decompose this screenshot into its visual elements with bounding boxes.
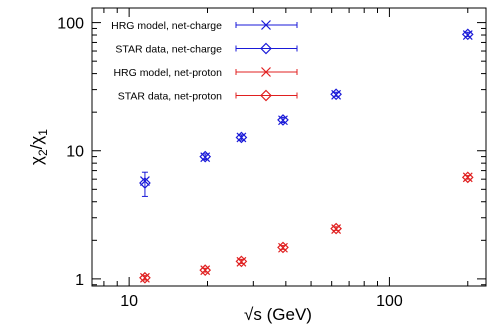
legend-item: STAR data, net-proton	[118, 89, 298, 103]
data-point-diamond	[235, 131, 248, 144]
x-axis-title: √s (GeV)	[244, 305, 312, 324]
x-tick-label: 10	[120, 293, 138, 310]
data-point-diamond	[235, 255, 248, 268]
legend-marker-x	[261, 20, 271, 30]
data-marks	[139, 28, 474, 284]
data-point-diamond	[330, 88, 342, 101]
data-point-diamond	[461, 28, 474, 41]
y-tick-label: 1	[75, 272, 84, 289]
legend-marker-diamond	[260, 89, 272, 102]
y-axis-title: χ2/χ1	[27, 129, 50, 165]
y-axis-title-part: /χ	[27, 136, 46, 150]
legend: HRG model, net-charge STAR data, net-char…	[111, 20, 298, 103]
legend-item: HRG model, net-charge	[111, 20, 298, 32]
data-point-diamond	[199, 264, 212, 276]
y-tick-label: 100	[57, 16, 84, 33]
series-group	[139, 171, 474, 284]
legend-marker-x	[261, 67, 271, 77]
y-axis-title-part: 2	[36, 149, 50, 156]
legend-label: HRG model, net-proton	[113, 67, 222, 79]
legend-label: HRG model, net-charge	[111, 20, 222, 32]
legend-marker-diamond	[260, 42, 272, 55]
x-tick-label: 100	[376, 293, 403, 310]
data-point-diamond	[461, 171, 474, 184]
legend-marker-x-stroke	[261, 20, 271, 30]
legend-marker-x-stroke	[261, 67, 271, 77]
y-axis-title-part: χ	[27, 156, 46, 165]
y-axis-title-part: 1	[36, 129, 50, 136]
legend-label: STAR data, net-charge	[115, 44, 222, 56]
data-point-diamond	[277, 241, 289, 254]
plot-frame	[91, 7, 487, 287]
series-group	[140, 172, 473, 283]
legend-item: HRG model, net-proton	[113, 67, 298, 79]
legend-label: STAR data, net-proton	[118, 91, 222, 103]
series-group	[139, 28, 474, 197]
data-point-diamond	[277, 114, 289, 126]
data-point-diamond	[330, 222, 342, 235]
data-point-diamond	[139, 177, 151, 189]
legend-item: STAR data, net-charge	[115, 42, 298, 56]
axes: 10 100 1 10 100	[57, 8, 486, 310]
y-tick-label: 10	[66, 144, 84, 161]
data-point-diamond	[139, 271, 151, 284]
data-point-diamond	[199, 150, 212, 163]
